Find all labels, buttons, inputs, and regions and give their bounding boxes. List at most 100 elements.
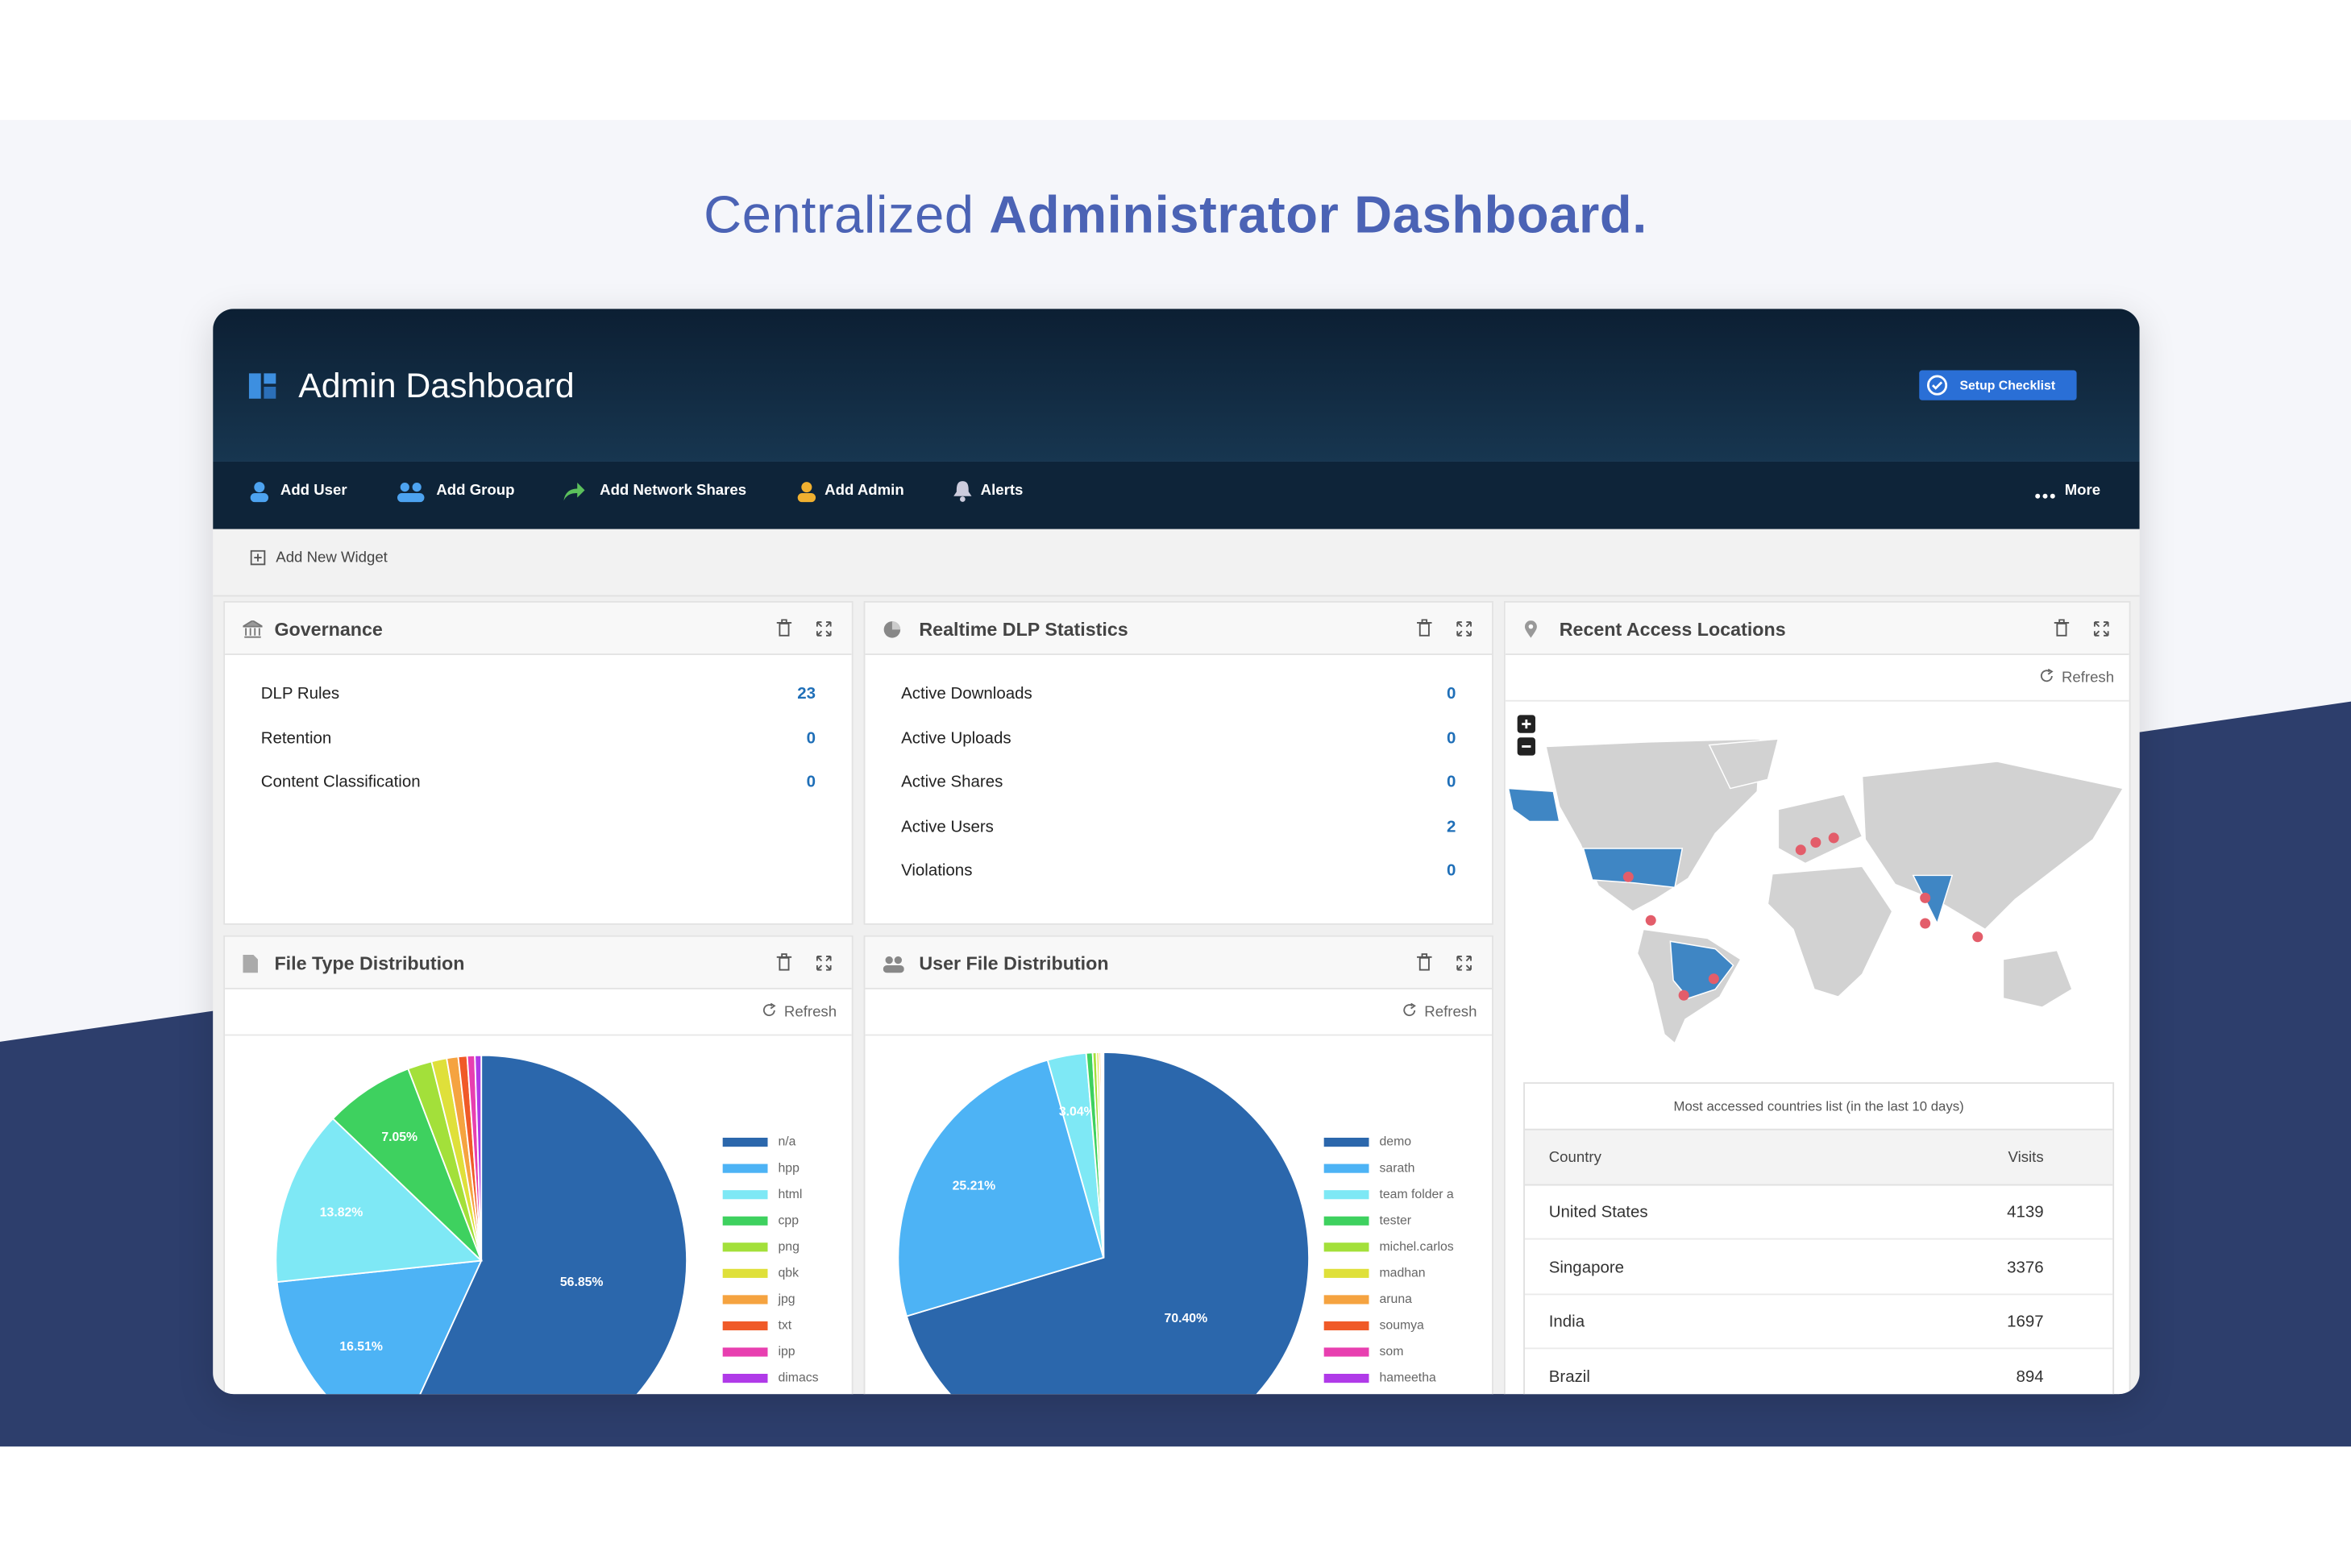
slice-label: 16.51% — [339, 1340, 383, 1354]
graphic — [1456, 955, 1472, 971]
nav-item[interactable]: Add Group — [436, 483, 515, 500]
zoom-button[interactable] — [1517, 737, 1535, 756]
widget: User File Distribution Refresh 70.40% 25.21… — [863, 935, 1493, 1395]
widget-icon — [883, 953, 904, 980]
nav-item[interactable]: Add Admin — [825, 483, 904, 500]
row-value: 0 — [1446, 861, 1456, 881]
graphic — [264, 386, 276, 399]
delete-button[interactable] — [776, 617, 792, 644]
refresh-button[interactable]: Refresh — [2039, 668, 2115, 687]
graphic — [412, 483, 422, 492]
graphic — [2042, 493, 2048, 499]
row-value: 2 — [1446, 817, 1456, 836]
legend-label: tester — [1380, 1213, 1412, 1227]
graphic — [891, 621, 901, 630]
graphic — [1545, 738, 2125, 1045]
nav-item[interactable]: Add User — [280, 483, 347, 500]
graphic — [2093, 621, 2109, 637]
delete-button[interactable] — [1417, 952, 1432, 978]
legend-swatch — [722, 1190, 768, 1200]
widget-title: Recent Access Locations — [1559, 619, 1786, 641]
graphic — [885, 956, 893, 964]
graphic — [1418, 622, 1430, 637]
graphic — [779, 622, 790, 637]
logo — [248, 373, 276, 399]
graphic — [1927, 375, 1948, 396]
graphic — [1708, 738, 1780, 790]
graphic — [1678, 989, 1689, 1001]
visit-count: 1697 — [2007, 1313, 2044, 1332]
delete-button[interactable] — [1417, 617, 1432, 644]
refresh-button[interactable]: Refresh — [762, 1002, 837, 1021]
graphic — [240, 620, 265, 638]
graphic — [1645, 915, 1656, 926]
slice-label: 56.85% — [560, 1276, 604, 1289]
row-label: DLP Rules — [260, 685, 340, 703]
graphic — [1417, 619, 1432, 624]
delete-button[interactable] — [2054, 617, 2070, 644]
icon-share — [563, 483, 585, 501]
expand-button[interactable] — [816, 952, 832, 978]
row-value: 0 — [806, 773, 816, 792]
pie-slice — [275, 1117, 484, 1284]
expand-button[interactable] — [1456, 952, 1472, 978]
graphic — [2047, 668, 2054, 675]
expand-button[interactable] — [816, 617, 832, 644]
table-caption: Most accessed countries list (in the las… — [1673, 1098, 1964, 1114]
widget-header: File Type Distribution — [225, 936, 852, 989]
widget: Recent Access Locations Refresh Most acce… — [1503, 600, 2131, 1395]
legend-swatch — [1323, 1347, 1369, 1357]
nav-item[interactable]: Add Network Shares — [600, 483, 747, 500]
legend-swatch — [722, 1295, 768, 1305]
legend-label: jpg — [778, 1292, 795, 1306]
delete-button[interactable] — [776, 952, 792, 978]
widget-header: Governance — [225, 602, 852, 655]
widget-header: Recent Access Locations — [1505, 602, 2129, 655]
nav-item[interactable]: Alerts — [980, 483, 1024, 500]
visit-count: 3376 — [2007, 1259, 2044, 1277]
graphic — [1403, 1002, 1416, 1017]
legend-label: cpp — [779, 1213, 800, 1227]
graphic — [250, 493, 269, 503]
graphic — [2002, 949, 2073, 1008]
legend-label: sarath — [1380, 1161, 1415, 1175]
pie-chart: 70.40% 25.21% 3.04% demo sarath team folder a… — [897, 1052, 1454, 1395]
legend-swatch — [1323, 1374, 1369, 1383]
country-name: Brazil — [1548, 1368, 1590, 1387]
legend-swatch — [722, 1347, 768, 1357]
title-light: Centralized — [704, 185, 974, 245]
table-row: Singapore 3376 — [1524, 1239, 2113, 1295]
graphic — [953, 481, 972, 496]
graphic — [250, 550, 266, 566]
graphic — [1767, 865, 1893, 998]
setup-button[interactable]: Setup Checklist — [1919, 370, 2077, 400]
zoom-button[interactable] — [1517, 715, 1535, 733]
widget-title: Realtime DLP Statistics — [919, 619, 1128, 641]
nav-more[interactable]: More — [2064, 483, 2101, 500]
widget-icon — [243, 953, 258, 980]
graphic — [883, 965, 904, 973]
graphic — [563, 483, 585, 501]
refresh-label: Refresh — [2061, 670, 2115, 687]
graphic — [1417, 953, 1432, 958]
legend-label: qbk — [779, 1267, 800, 1280]
refresh-button[interactable]: Refresh — [1402, 1002, 1477, 1021]
legend-swatch — [722, 1216, 768, 1226]
expand-button[interactable] — [1456, 617, 1472, 644]
graphic — [959, 496, 966, 502]
add-widget[interactable]: Add New Widget — [276, 550, 388, 567]
pie-slice — [331, 1068, 483, 1262]
graphic — [776, 953, 792, 971]
graphic — [776, 953, 792, 958]
legend-swatch — [722, 1321, 768, 1331]
nav-bar: Add User Add Group Add Network Shares Ad… — [213, 461, 2140, 529]
graphic — [816, 621, 832, 637]
graphic — [2054, 619, 2070, 637]
refresh-label: Refresh — [1424, 1004, 1477, 1021]
legend-swatch — [1323, 1164, 1369, 1173]
pie-chart: 56.85% 16.51% 13.82% 7.05% n/a hpp html cpp png q… — [275, 1054, 819, 1395]
graphic — [1861, 761, 2125, 931]
visit-count: 4139 — [2007, 1203, 2044, 1222]
expand-button[interactable] — [2093, 617, 2109, 644]
